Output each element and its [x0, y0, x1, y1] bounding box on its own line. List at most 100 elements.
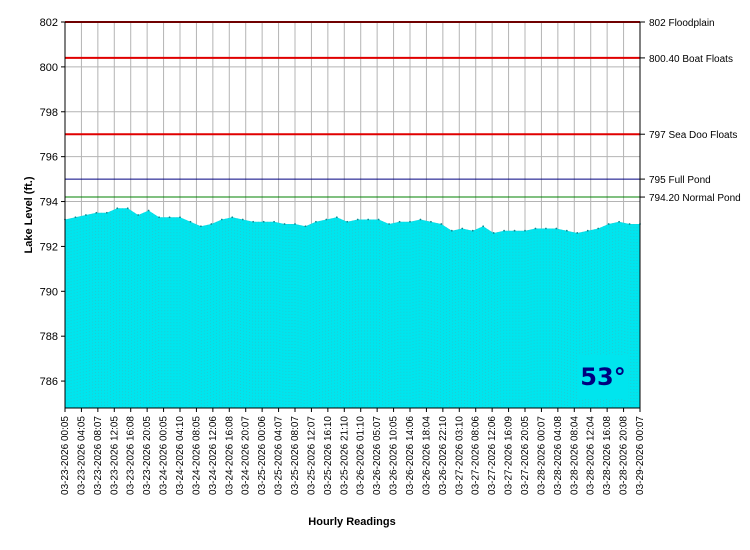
x-tick-label: 03-28-2026 16:08 [602, 416, 613, 495]
reference-line-label: 795 Full Pond [649, 175, 711, 186]
data-point [168, 216, 171, 219]
x-tick-label: 03-26-2026 01:10 [356, 416, 367, 495]
data-point [241, 218, 244, 221]
x-tick-label: 03-23-2026 12:05 [109, 416, 120, 495]
data-point [126, 207, 129, 210]
data-point [273, 220, 275, 223]
data-point [482, 225, 485, 228]
y-tick-label: 796 [40, 152, 58, 164]
data-point [147, 209, 150, 212]
x-tick-label: 03-28-2026 12:04 [586, 416, 597, 495]
data-point [200, 225, 202, 228]
data-point [189, 220, 192, 223]
x-tick-label: 03-28-2026 08:04 [569, 416, 580, 495]
y-tick-label: 790 [40, 286, 58, 298]
data-point [179, 216, 181, 219]
y-tick-label: 800 [40, 62, 58, 74]
data-point [607, 223, 610, 225]
x-tick-label: 03-27-2026 03:10 [454, 416, 465, 495]
data-point [367, 218, 370, 221]
data-point [304, 225, 307, 228]
temperature-badge: 53° [578, 355, 628, 399]
data-point [210, 223, 213, 225]
data-point [388, 223, 390, 225]
x-axis-label: Hourly Readings [308, 516, 395, 528]
x-tick-label: 03-27-2026 12:06 [487, 416, 498, 495]
x-tick-label: 03-24-2026 08:05 [191, 416, 202, 495]
data-point [95, 211, 98, 214]
x-tick-label: 03-26-2026 18:04 [421, 416, 432, 495]
area-layer [64, 207, 641, 408]
x-tick-label: 03-26-2026 22:10 [438, 416, 449, 495]
data-point [555, 227, 558, 230]
data-point [356, 218, 359, 221]
x-tick-label: 03-28-2026 00:07 [536, 416, 547, 495]
data-point [74, 216, 77, 219]
data-point [377, 218, 380, 221]
y-tick-label: 802 [40, 17, 58, 29]
x-tick-label: 03-26-2026 14:06 [405, 416, 416, 495]
y-axis: 786 788 790 792 794 796 798 800 802 [40, 17, 65, 388]
x-tick-label: 03-28-2026 20:08 [619, 416, 630, 495]
reference-line-label: 794.20 Normal Pond [649, 193, 741, 204]
y-tick-label: 788 [40, 331, 58, 343]
data-point [158, 216, 160, 219]
data-point [534, 227, 537, 230]
x-tick-label: 03-25-2026 16:10 [323, 416, 334, 495]
x-tick-label: 03-23-2026 00:05 [60, 416, 71, 495]
data-point [409, 220, 411, 223]
reference-line-label: 797 Sea Doo Floats [649, 130, 737, 141]
data-point [618, 220, 620, 223]
x-tick-label: 03-25-2026 00:06 [257, 416, 268, 495]
x-tick-label: 03-23-2026 08:07 [93, 416, 104, 495]
x-tick-label: 03-27-2026 16:09 [504, 416, 515, 495]
data-point [231, 216, 234, 219]
data-point [419, 218, 422, 221]
data-point [294, 223, 296, 225]
data-point [430, 220, 432, 223]
y-tick-label: 786 [40, 376, 58, 388]
data-point [545, 227, 547, 230]
data-point [565, 229, 568, 232]
data-point [450, 229, 453, 232]
data-point [116, 207, 119, 210]
x-tick-label: 03-23-2026 04:05 [76, 416, 87, 495]
x-tick-label: 03-25-2026 12:07 [306, 416, 317, 495]
x-tick-label: 03-26-2026 10:05 [389, 416, 400, 495]
data-point [513, 229, 516, 232]
x-tick-label: 03-23-2026 20:05 [142, 416, 153, 495]
x-tick-label: 03-25-2026 08:07 [290, 416, 301, 495]
data-point [85, 214, 87, 216]
data-point [597, 227, 600, 230]
y-tick-label: 794 [40, 197, 58, 209]
data-point [628, 223, 631, 225]
reference-line-label: 800.40 Boat Floats [649, 54, 733, 65]
data-point [325, 218, 328, 221]
data-point [524, 229, 526, 232]
data-point [105, 211, 108, 214]
data-point [503, 229, 505, 232]
x-tick-label: 03-29-2026 00:07 [635, 416, 646, 495]
x-tick-label: 03-24-2026 12:06 [208, 416, 219, 495]
x-tick-label: 03-27-2026 08:06 [471, 416, 482, 495]
x-tick-label: 03-24-2026 00:05 [159, 416, 170, 495]
data-point [252, 220, 255, 223]
data-point [346, 220, 349, 223]
x-tick-label: 03-24-2026 16:08 [224, 416, 235, 495]
x-tick-label: 03-23-2026 16:08 [126, 416, 137, 495]
data-point [576, 232, 579, 234]
data-point [398, 220, 401, 223]
data-point [461, 227, 464, 230]
plot-border [64, 21, 641, 409]
data-point [471, 229, 474, 232]
data-point [315, 220, 317, 223]
data-point [283, 223, 286, 225]
x-tick-label: 03-25-2026 21:10 [339, 416, 350, 495]
x-tick-label: 03-28-2026 04:08 [553, 416, 564, 495]
y-tick-label: 798 [40, 107, 58, 119]
data-point [586, 229, 589, 232]
y-axis-label: Lake Level (ft.) [23, 176, 35, 253]
data-point [220, 218, 223, 221]
x-axis: 03-23-2026 00:05 03-23-2026 04:05 03-23-20… [60, 408, 646, 495]
